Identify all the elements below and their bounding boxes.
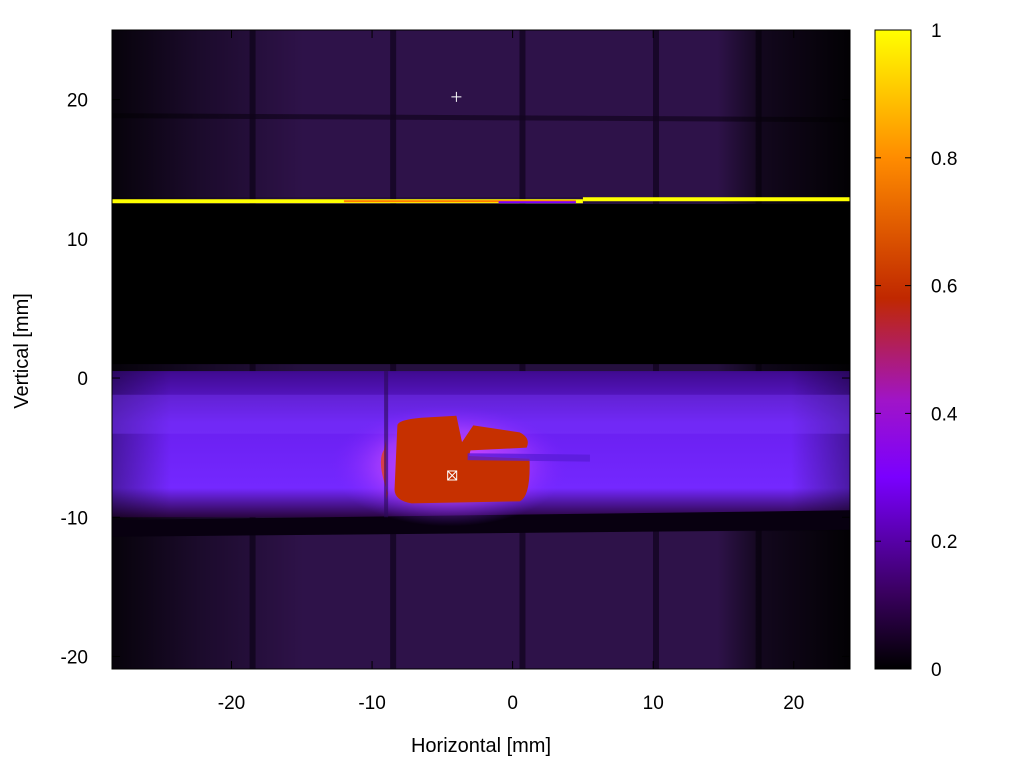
x-tick-label: -10 <box>358 693 385 714</box>
heatmap-plot-area <box>112 30 850 669</box>
colorbar-ticks: 0 0.2 0.4 0.6 0.8 1 <box>875 21 958 681</box>
saturated-line-warm-segment <box>343 200 576 203</box>
colorbar-tick-label: 0.6 <box>931 277 957 298</box>
x-tick-label: 10 <box>643 693 664 714</box>
x-tick-label: -20 <box>218 693 245 714</box>
y-tick-label: -10 <box>61 508 88 529</box>
colorbar-tick-label: 0 <box>931 660 942 681</box>
vertical-edge-feature <box>384 371 389 518</box>
colorbar-tick-label: 0.2 <box>931 532 957 553</box>
colorbar-tick-label: 0.4 <box>931 404 958 425</box>
colorbar-tick-label: 1 <box>931 21 942 42</box>
colorbar <box>874 29 912 670</box>
hot-spot-main <box>394 415 530 504</box>
boxed-cross-marker <box>447 470 458 481</box>
x-tick-label: 20 <box>783 693 804 714</box>
y-tick-label: 10 <box>67 230 88 251</box>
plot-frame <box>111 29 851 670</box>
axis-ticks: -20 -10 0 10 20 -20 -10 0 10 20 <box>61 30 850 714</box>
x-axis-label: Horizontal [mm] <box>411 735 551 757</box>
colorbar-tick-label: 0.8 <box>931 149 957 170</box>
y-tick-label: 0 <box>77 369 88 390</box>
dark-band-region <box>112 204 850 365</box>
y-tick-label: 20 <box>67 91 88 112</box>
x-tick-label: 0 <box>507 693 518 714</box>
plus-marker <box>451 91 462 102</box>
y-axis-label: Vertical [mm] <box>11 293 33 409</box>
slit-shadow <box>467 453 590 462</box>
saturated-line-violet-segment <box>498 201 576 204</box>
saturated-line-right <box>582 197 850 202</box>
y-tick-label: -20 <box>61 647 88 668</box>
